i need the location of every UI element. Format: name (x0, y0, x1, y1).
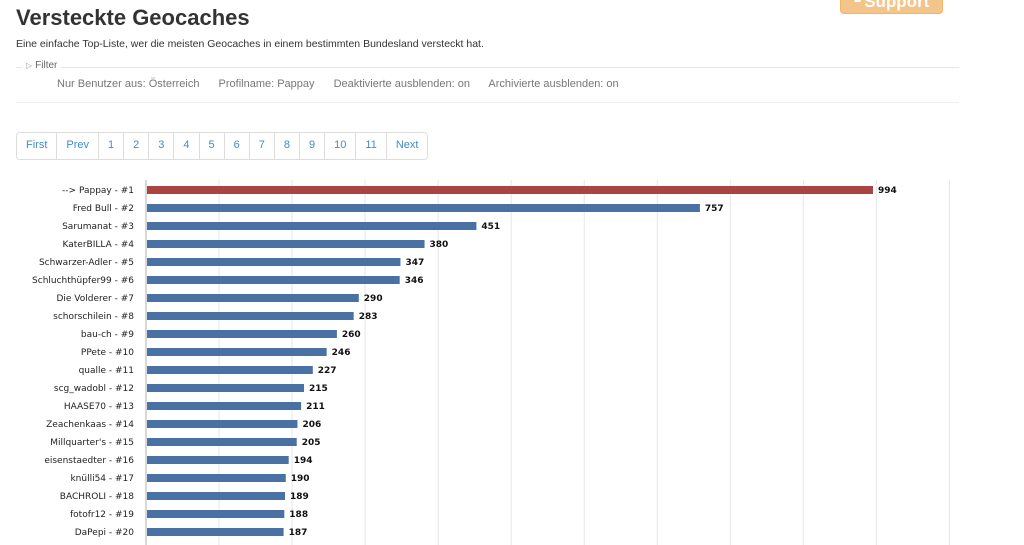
value-label: 246 (332, 348, 351, 358)
category-label: bau-ch - #9 (81, 330, 134, 340)
category-label: Schluchthüpfer99 - #6 (32, 276, 134, 286)
bar[interactable] (147, 438, 297, 446)
bar[interactable] (147, 312, 354, 320)
value-label: 215 (309, 384, 328, 394)
chart-bars: --> Pappay - #1 994 Fred Bull - #2 757 Sarum… (32, 186, 897, 538)
bar[interactable] (147, 294, 359, 302)
category-label: Fred Bull - #2 (73, 204, 134, 214)
bar[interactable] (147, 366, 313, 374)
filter-profile: Profilname: Pappay (218, 78, 315, 90)
filter-bottom-divider (16, 102, 959, 103)
category-label: BACHROLI - #18 (60, 492, 134, 502)
value-label: 188 (289, 510, 308, 520)
page-11[interactable]: 11 (356, 133, 387, 159)
value-label: 290 (364, 294, 383, 304)
support-label: Support (864, 0, 930, 11)
value-label: 347 (405, 258, 424, 268)
page-10[interactable]: 10 (325, 133, 357, 159)
filter-toggle[interactable]: ▷ Filter (22, 60, 62, 71)
bar[interactable] (147, 258, 401, 266)
bar[interactable] (147, 528, 284, 536)
page-3[interactable]: 3 (149, 133, 175, 159)
category-label: Millquarter's - #15 (50, 438, 134, 448)
page-7[interactable]: 7 (249, 133, 275, 159)
filter-legend-label: Filter (35, 60, 58, 71)
category-label: knülli54 - #17 (70, 474, 134, 484)
ranking-bar-chart: --> Pappay - #1 994 Fred Bull - #2 757 Sarum… (32, 180, 950, 545)
bar[interactable] (147, 204, 700, 212)
page-8[interactable]: 8 (274, 133, 301, 159)
value-label: 451 (481, 222, 500, 232)
page-prev[interactable]: Prev (57, 133, 100, 159)
page-2[interactable]: 2 (124, 133, 150, 159)
value-label: 189 (290, 492, 309, 502)
bar[interactable] (147, 510, 285, 518)
filter-summary: Nur Benutzer aus: Österreich Profilname:… (57, 78, 635, 90)
filter-divider (16, 67, 959, 68)
value-label: 260 (342, 330, 361, 340)
comments-icon: ❝ (853, 0, 862, 10)
page-6[interactable]: 6 (224, 133, 250, 159)
value-label: 757 (705, 204, 724, 214)
value-label: 994 (878, 186, 897, 196)
category-label: scg_wadobl - #12 (54, 384, 134, 394)
category-label: eisenstaedter - #16 (44, 456, 134, 466)
value-label: 206 (302, 420, 321, 430)
bar[interactable] (147, 402, 302, 410)
chart-grid (145, 180, 950, 545)
category-label: --> Pappay - #1 (62, 186, 134, 196)
page-9[interactable]: 9 (300, 133, 326, 159)
value-label: 283 (359, 312, 378, 322)
filter-hide-deactivated: Deaktivierte ausblenden: on (333, 78, 470, 90)
category-label: HAASE70 - #13 (64, 402, 134, 412)
page-next[interactable]: Next (386, 133, 428, 159)
bar[interactable] (147, 384, 305, 392)
page-5[interactable]: 5 (199, 133, 225, 159)
category-label: KaterBILLA - #4 (63, 240, 135, 250)
expand-triangle-icon: ▷ (26, 61, 33, 70)
page-first[interactable]: First (17, 133, 58, 159)
bar[interactable] (147, 348, 327, 356)
category-label: fotofr12 - #19 (70, 510, 134, 520)
bar[interactable] (147, 456, 289, 464)
category-label: PPete - #10 (81, 348, 134, 358)
page-4[interactable]: 4 (174, 133, 200, 159)
value-label: 205 (302, 438, 321, 448)
category-label: Die Volderer - #7 (56, 294, 134, 304)
filter-hide-archived: Archivierte ausblenden: on (488, 78, 619, 90)
bar[interactable] (147, 222, 477, 230)
category-label: qualle - #11 (79, 366, 134, 376)
value-label: 346 (405, 276, 424, 286)
value-label: 211 (306, 402, 325, 412)
value-label: 194 (294, 456, 313, 466)
bar[interactable] (147, 240, 425, 248)
value-label: 187 (289, 528, 308, 538)
page-description: Eine einfache Top-Liste, wer die meisten… (16, 38, 484, 50)
category-label: Zeachenkaas - #14 (46, 420, 134, 430)
bar[interactable] (147, 492, 286, 500)
filter-country: Nur Benutzer aus: Österreich (57, 78, 200, 90)
value-label: 227 (318, 366, 337, 376)
support-button[interactable]: ❝ Support (840, 0, 943, 14)
category-label: DaPepi - #20 (75, 528, 135, 538)
category-label: Sarumanat - #3 (62, 222, 134, 232)
bar[interactable] (147, 186, 873, 194)
category-label: schorschilein - #8 (53, 312, 134, 322)
bar[interactable] (147, 420, 298, 428)
page-title: Versteckte Geocaches (16, 5, 250, 30)
bar[interactable] (147, 276, 400, 284)
value-label: 190 (291, 474, 310, 484)
category-label: Schwarzer-Adler - #5 (39, 258, 134, 268)
page-1[interactable]: 1 (99, 133, 125, 159)
bar[interactable] (147, 474, 286, 482)
bar[interactable] (147, 330, 337, 338)
pagination: First Prev 1 2 3 4 5 6 7 8 9 10 11 Next (16, 132, 429, 160)
value-label: 380 (430, 240, 449, 250)
